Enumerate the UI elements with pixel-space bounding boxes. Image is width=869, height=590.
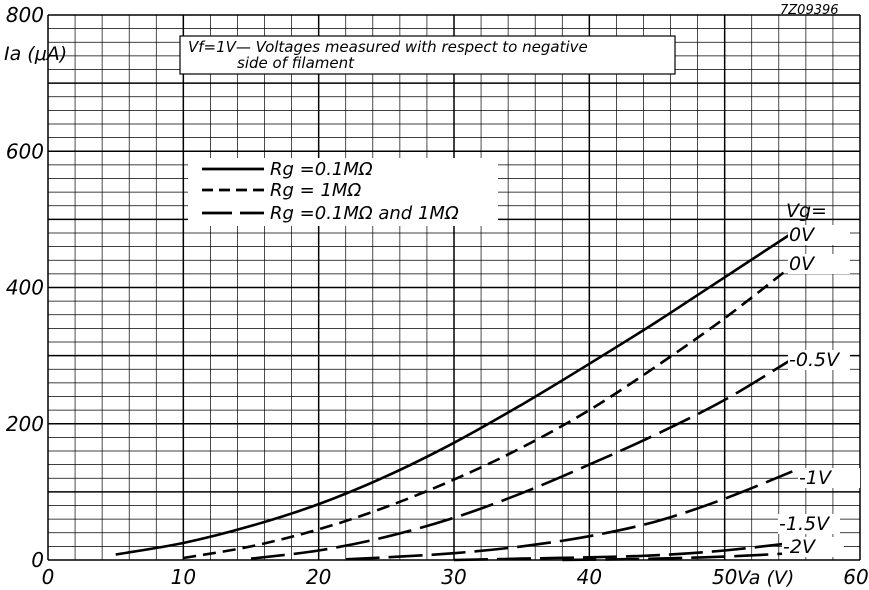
series-label: -1V — [799, 467, 833, 489]
series-label: 0V — [789, 224, 816, 246]
series-label: -0.5V — [789, 349, 841, 371]
x-label-background — [733, 566, 809, 590]
series-curve-2 — [250, 357, 793, 560]
y-label-background — [0, 36, 44, 88]
series-label: 0V — [789, 253, 816, 275]
annotation-line-1: Vf=1V— Voltages measured with respect to… — [188, 38, 588, 56]
legend-label-solid: Rg =0.1MΩ — [270, 159, 373, 180]
series-curve-5 — [562, 551, 793, 562]
x-tick-label: 60 — [843, 565, 868, 589]
y-axis-label: Ia (μA) — [4, 43, 67, 65]
legend-lines — [202, 167, 264, 215]
y-tick-label: 200 — [6, 412, 44, 436]
series-label-background — [798, 468, 860, 488]
annotation-line-2: side of filament — [237, 54, 355, 72]
curves — [115, 231, 794, 562]
x-tick-label: 40 — [577, 565, 602, 589]
label-masks — [0, 35, 809, 590]
y-tick-label: 600 — [6, 139, 44, 163]
x-tick-label: 10 — [171, 565, 196, 589]
x-tick-label: 50 — [712, 565, 737, 589]
y-tick-label: 800 — [6, 3, 44, 27]
y-tick-label: 400 — [6, 276, 44, 300]
legend-title: Vg= — [786, 200, 827, 222]
x-tick-label: 30 — [441, 565, 466, 589]
annotation-box — [179, 35, 676, 75]
series-curve-4 — [453, 541, 793, 562]
ticks: 0 200 400 600 800 0 10 20 30 40 50 60 — [6, 3, 869, 589]
series-curve-3 — [345, 470, 793, 561]
series-labels: 0V 0V -0.5V -1V -1.5V-2V — [778, 224, 860, 558]
y-tick-label: 0 — [31, 548, 44, 572]
series-curve-0 — [115, 231, 794, 556]
series-label: -1.5V — [779, 513, 831, 535]
series-label-background — [788, 254, 850, 274]
legend-label-long-dash: Rg =0.1MΩ and 1MΩ — [270, 203, 459, 224]
legend-label-dashed: Rg = 1MΩ — [270, 180, 361, 201]
series-label-background — [778, 514, 840, 534]
series-label-background — [782, 537, 844, 557]
x-axis-label: Va (V) — [737, 567, 794, 589]
series-label-background — [788, 350, 850, 370]
series-label: -2V — [783, 536, 817, 558]
series-curve-1 — [183, 264, 794, 560]
figure-code: 7Z09396 — [780, 3, 839, 18]
texts: 7Z09396 Ia (μA) Va (V) Vf=1V— Voltages m… — [4, 3, 839, 589]
x-tick-label: 20 — [306, 565, 331, 589]
x-tick-label: 0 — [42, 565, 55, 589]
series-label-background — [788, 225, 850, 245]
